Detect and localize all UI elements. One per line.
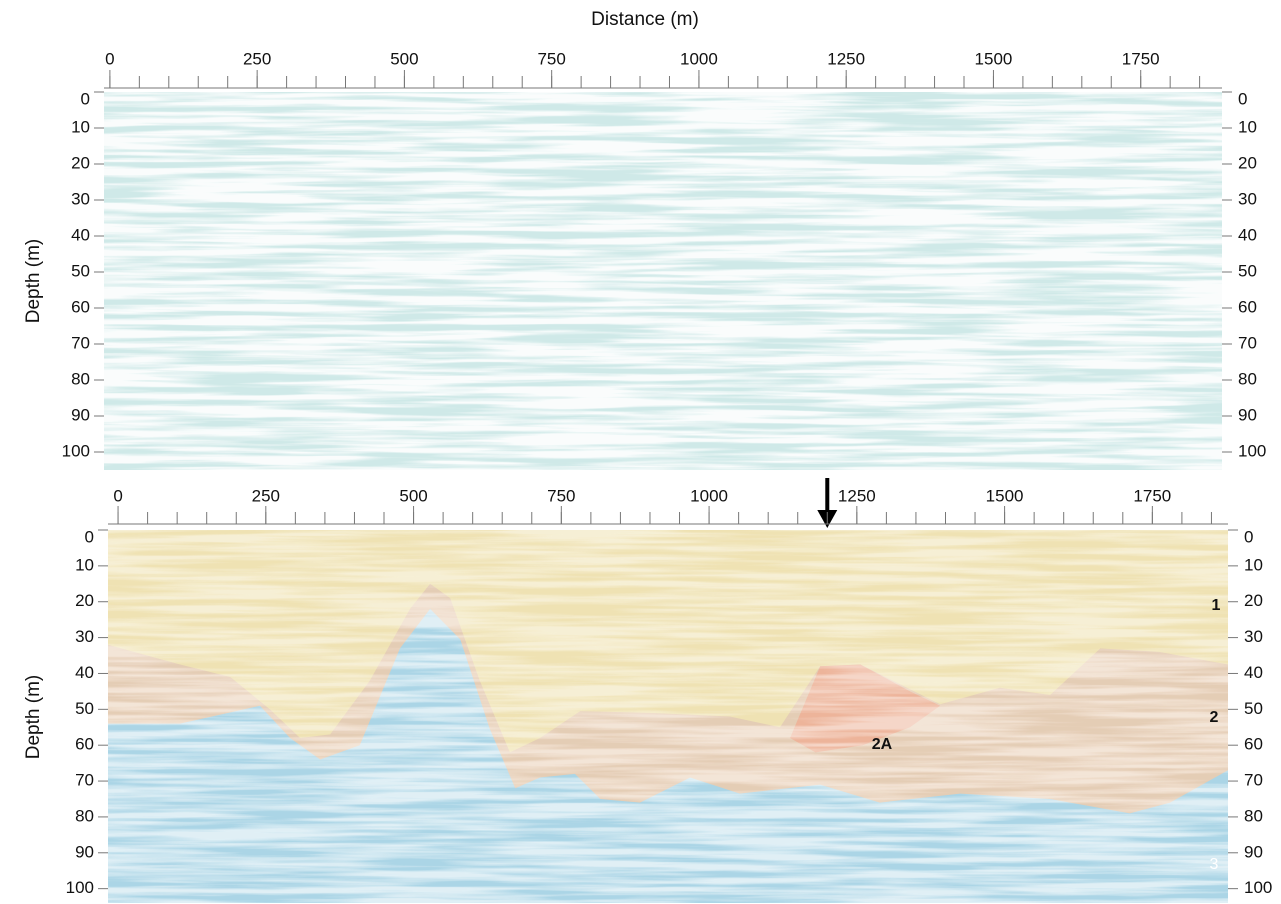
y-tick-label: 20: [1244, 591, 1263, 610]
x-tick-label: 250: [243, 49, 271, 68]
x-tick-label: 1250: [827, 49, 865, 68]
y-tick-label: 40: [75, 663, 94, 682]
y-axis-title: Depth (m): [23, 675, 44, 759]
y-tick-label: 80: [75, 806, 94, 825]
x-tick-label: 1500: [975, 49, 1013, 68]
y-tick-label: 80: [1244, 806, 1263, 825]
y-tick-label: 10: [1244, 555, 1263, 574]
y-tick-label: 10: [75, 555, 94, 574]
y-tick-label: 70: [71, 333, 90, 352]
y-axis-title: Depth (m): [23, 239, 44, 323]
y-tick-label: 100: [62, 441, 90, 460]
unit-label: 1: [1212, 597, 1221, 614]
y-tick-label: 60: [1244, 735, 1263, 754]
y-tick-label: 90: [1238, 405, 1257, 424]
y-tick-label: 80: [1238, 369, 1257, 388]
y-tick-label: 90: [1244, 842, 1263, 861]
y-tick-label: 40: [71, 225, 90, 244]
y-tick-label: 90: [75, 842, 94, 861]
y-tick-label: 10: [71, 117, 90, 136]
y-tick-label: 70: [75, 771, 94, 790]
x-tick-label: 750: [547, 486, 575, 505]
y-tick-label: 90: [71, 405, 90, 424]
y-tick-label: 60: [1238, 297, 1257, 316]
y-tick-label: 100: [1244, 878, 1272, 897]
y-tick-label: 60: [75, 735, 94, 754]
y-tick-label: 20: [71, 153, 90, 172]
y-tick-label: 40: [1244, 663, 1263, 682]
y-tick-label: 20: [1238, 153, 1257, 172]
y-tick-label: 50: [1244, 699, 1263, 718]
y-tick-label: 30: [75, 627, 94, 646]
x-tick-label: 250: [252, 486, 280, 505]
x-tick-label: 500: [399, 486, 427, 505]
x-tick-label: 1500: [986, 486, 1024, 505]
y-tick-label: 30: [1238, 189, 1257, 208]
y-tick-label: 70: [1244, 771, 1263, 790]
y-tick-label: 80: [71, 369, 90, 388]
plot-area: [108, 530, 1228, 903]
x-tick-label: 1250: [838, 486, 876, 505]
y-tick-label: 100: [66, 878, 94, 897]
y-tick-label: 30: [1244, 627, 1263, 646]
y-tick-label: 70: [1238, 333, 1257, 352]
plot-area: [104, 92, 1222, 470]
y-tick-label: 0: [1244, 527, 1253, 546]
y-tick-label: 20: [75, 591, 94, 610]
x-tick-label: 1000: [680, 49, 718, 68]
unit-label: 2A: [872, 736, 893, 753]
unit-label: 2: [1210, 709, 1219, 726]
y-tick-label: 60: [71, 297, 90, 316]
x-tick-label: 1000: [690, 486, 728, 505]
y-tick-label: 50: [71, 261, 90, 280]
arrow: [817, 478, 838, 528]
y-tick-label: 50: [1238, 261, 1257, 280]
y-tick-label: 0: [85, 527, 94, 546]
x-axis-title: Distance (m): [591, 9, 699, 30]
x-tick-label: 0: [113, 486, 122, 505]
texture: [108, 530, 1228, 903]
y-tick-label: 40: [1238, 225, 1257, 244]
x-tick-label: 1750: [1133, 486, 1171, 505]
y-tick-label: 0: [1238, 89, 1247, 108]
y-tick-label: 30: [71, 189, 90, 208]
x-tick-label: 1750: [1122, 49, 1160, 68]
y-tick-label: 50: [75, 699, 94, 718]
y-tick-label: 0: [81, 89, 90, 108]
x-tick-label: 750: [537, 49, 565, 68]
x-tick-label: 500: [390, 49, 418, 68]
x-tick-label: 0: [105, 49, 114, 68]
y-tick-label: 10: [1238, 117, 1257, 136]
texture: [104, 92, 1222, 470]
unit-label: 3: [1210, 856, 1219, 873]
y-tick-label: 100: [1238, 441, 1266, 460]
